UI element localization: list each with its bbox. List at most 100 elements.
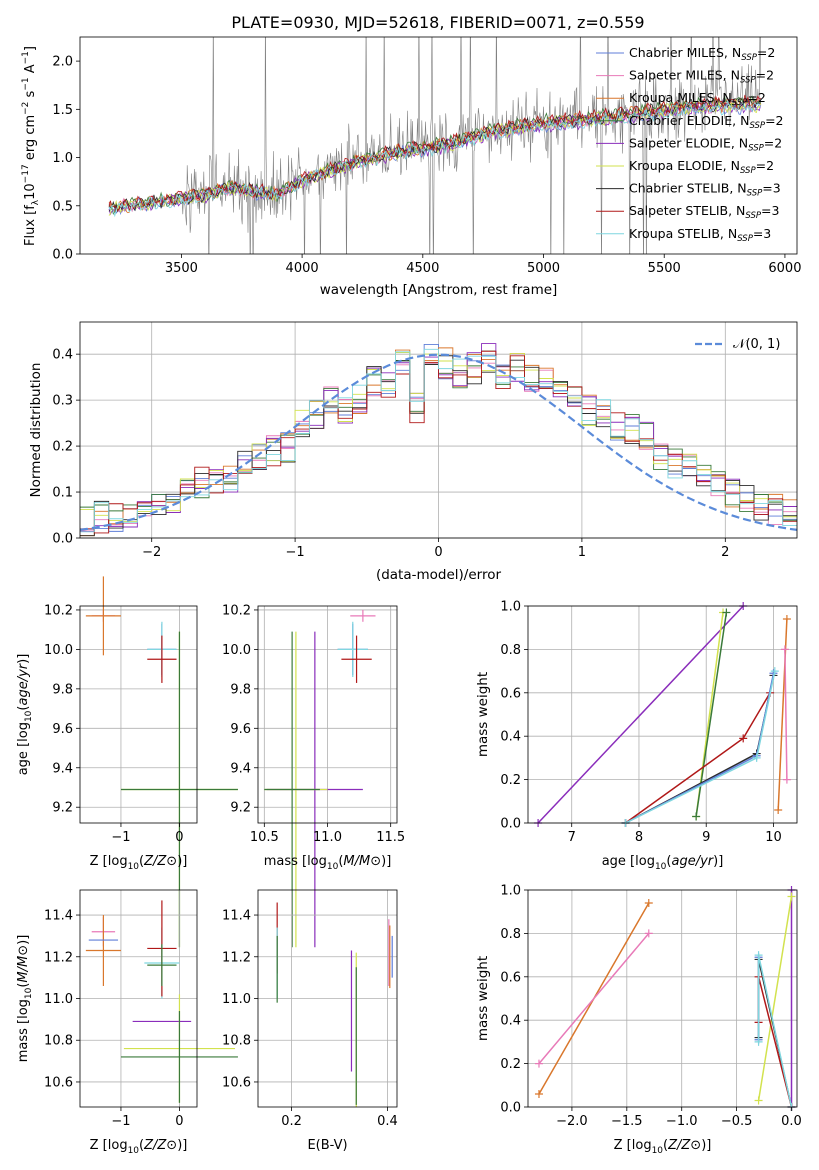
y-tick-label-mass_vs_ebv: 11.2	[222, 950, 251, 965]
spectrum-lines	[108, 37, 762, 254]
y-axis-label-age_vs_Z: age [log10(age/yr)]	[16, 654, 34, 776]
gridlines-mass_vs_ebv	[258, 890, 397, 1107]
weight-marker	[787, 892, 796, 901]
legend-entry: Salpeter ELODIE, NSSP=2	[629, 135, 782, 153]
weight-line	[757, 896, 793, 1101]
x-tick-label-residuals: −2	[142, 545, 161, 560]
weight-marker	[752, 753, 761, 762]
x-tick-label-weight_vs_Z: −2.0	[556, 1114, 588, 1129]
legend-entry: Chabrier MILES, NSSP=2	[629, 45, 775, 63]
y-tick-label-spectrum: 0.5	[52, 199, 73, 214]
weight-line	[625, 673, 775, 824]
y-tick-label-age_vs_Z: 9.6	[52, 722, 73, 737]
x-axis-label-spectrum: wavelength [Angstrom, rest frame]	[320, 282, 558, 298]
axes-mass_vs_Z: −1 0 10.6 10.8 11.0 11.2 11.4 Z [log10(Z/Z⊙)] ma…	[16, 889, 238, 1156]
weight-line	[538, 932, 650, 1065]
legend-entry: Kroupa MILES, NSSP=2	[629, 90, 766, 108]
x-tick-label-weight_vs_age: 10	[765, 830, 782, 845]
x-axis-label-mass_vs_Z: Z [log10(Z/Z⊙)]	[90, 1138, 188, 1156]
weight-line	[625, 670, 776, 824]
x-tick-label-mass_vs_Z: 0	[175, 1114, 183, 1129]
axes-weight_vs_Z: −2.0 −1.5 −1.0 −0.5 0.0 0.0 0.2 0.4 0.6 0.8 1.0 Z […	[475, 884, 802, 1157]
x-tick-label-age_vs_mass: 11.5	[376, 830, 405, 845]
y-axis-label-weight_vs_Z: mass weight	[475, 956, 491, 1041]
y-tick-label-weight_vs_age: 0.4	[500, 730, 521, 745]
y-tick-label-mass_vs_Z: 11.0	[44, 992, 73, 1007]
x-axis-label-residuals: (data-model)/error	[376, 567, 502, 583]
y-tick-label-weight_vs_Z: 0.0	[500, 1101, 521, 1116]
y-tick-label-residuals: 0.2	[52, 440, 73, 455]
axes-residuals: −2 −1 0 1 2 0.0 0.1 0.2 0.3 0.4 𝒩(0, 1) (data-model…	[28, 321, 798, 583]
y-tick-label-age_vs_Z: 9.8	[52, 682, 73, 697]
weight-marker	[534, 1059, 543, 1068]
y-tick-label-spectrum: 1.5	[52, 103, 73, 118]
x-tick-label-weight_vs_age: 9	[702, 830, 710, 845]
weight-marker	[644, 899, 653, 908]
x-tick-label-weight_vs_Z: −1.0	[666, 1114, 698, 1129]
y-tick-label-age_vs_Z: 9.4	[52, 761, 73, 776]
weight-marker	[722, 608, 731, 617]
y-tick-label-age_vs_mass: 10.2	[222, 603, 251, 618]
y-tick-label-weight_vs_age: 0.6	[500, 686, 521, 701]
x-tick-label-weight_vs_Z: −0.5	[721, 1114, 753, 1129]
gridlines-age_vs_mass	[258, 606, 397, 823]
y-tick-label-residuals: 0.4	[52, 348, 73, 363]
x-axis-label-age_vs_Z: Z [log10(Z/Z⊙)]	[90, 854, 188, 872]
axes-weight_vs_age: 7 8 9 10 0.0 0.2 0.4 0.6 0.8 1.0 age [log10(age/yr…	[475, 600, 798, 872]
x-tick-label-weight_vs_age: 8	[635, 830, 643, 845]
model-line	[108, 97, 761, 213]
axes-age_vs_Z: −1 0 9.2 9.4 9.6 9.8 10.0 10.2 Z [log10(Z/Z⊙)] ag…	[16, 576, 238, 948]
y-tick-label-spectrum: 0.0	[52, 248, 73, 263]
y-tick-label-weight_vs_age: 0.8	[500, 643, 521, 658]
x-tick-label-residuals: 0	[434, 545, 442, 560]
y-tick-label-weight_vs_age: 0.0	[500, 817, 521, 832]
legend-entry: Kroupa STELIB, NSSP=3	[629, 226, 771, 244]
x-tick-label-spectrum: 4500	[406, 261, 439, 276]
y-tick-label-mass_vs_ebv: 10.8	[222, 1034, 251, 1049]
y-tick-label-age_vs_Z: 10.2	[44, 603, 73, 618]
plots: 3500 4000 4500 5000 5500 6000 0.0 0.5 1.0 1.5 2.0 C…	[16, 36, 802, 1157]
weight-marker	[739, 734, 748, 743]
x-tick-label-spectrum: 3500	[165, 261, 198, 276]
x-tick-label-weight_vs_age: 7	[568, 830, 576, 845]
model-line	[108, 94, 762, 212]
y-tick-label-weight_vs_Z: 0.2	[500, 1057, 521, 1072]
weight-marker	[780, 645, 789, 654]
y-axis-label-residuals: Normed distribution	[28, 363, 44, 498]
figure-title: PLATE=0930, MJD=52618, FIBERID=0071, z=0…	[231, 13, 644, 32]
axes-age_vs_mass: 10.5 11.0 11.5 9.2 9.4 9.6 9.8 10.0 10.2 mass [lo…	[222, 603, 405, 948]
y-tick-label-residuals: 0.1	[52, 486, 73, 501]
y-tick-label-residuals: 0.3	[52, 394, 73, 409]
x-axis-label-mass_vs_ebv: E(B-V)	[307, 1138, 347, 1153]
legend-entry: Salpeter STELIB, NSSP=3	[629, 203, 779, 221]
histogram-step	[80, 348, 797, 533]
y-tick-label-spectrum: 1.0	[52, 151, 73, 166]
x-axis-label-age_vs_mass: mass [log10(M/M⊙)]	[264, 854, 392, 872]
y-tick-label-weight_vs_age: 1.0	[500, 600, 521, 615]
x-tick-label-spectrum: 4000	[286, 261, 319, 276]
weight-line	[625, 675, 775, 824]
plot-frame-weight_vs_Z	[527, 889, 798, 1108]
x-tick-label-spectrum: 5000	[527, 261, 560, 276]
y-tick-label-age_vs_Z: 10.0	[44, 643, 73, 658]
y-tick-label-residuals: 0.0	[52, 532, 73, 547]
x-axis-label-weight_vs_Z: Z [log10(Z/Z⊙)]	[614, 1138, 712, 1156]
y-tick-label-weight_vs_Z: 1.0	[500, 884, 521, 899]
x-tick-label-residuals: 1	[578, 545, 586, 560]
axes-spectrum: 3500 4000 4500 5000 5500 6000 0.0 0.5 1.0 1.5 2.0 C…	[21, 36, 801, 298]
legend-entry-gaussian: 𝒩(0, 1)	[733, 337, 780, 352]
legend-entry: Chabrier STELIB, NSSP=3	[629, 181, 781, 199]
x-tick-label-residuals: 2	[721, 545, 729, 560]
x-tick-label-weight_vs_Z: −1.5	[611, 1114, 643, 1129]
x-tick-label-age_vs_mass: 10.5	[250, 830, 279, 845]
axes-mass_vs_ebv: 0.2 0.4 10.6 10.8 11.0 11.2 11.4 E(B-V)	[222, 889, 398, 1153]
y-tick-label-weight_vs_Z: 0.4	[500, 1014, 521, 1029]
legend-entry: Salpeter MILES, NSSP=2	[629, 68, 774, 86]
y-tick-label-mass_vs_Z: 11.4	[44, 909, 73, 924]
y-tick-label-mass_vs_Z: 10.8	[44, 1034, 73, 1049]
weight-marker	[534, 1089, 543, 1098]
weight-marker	[782, 775, 791, 784]
y-axis-label-spectrum: Flux [fλ10−17 erg cm−2 s−1 A−1]	[21, 46, 41, 246]
x-tick-label-age_vs_mass: 11.0	[313, 830, 342, 845]
